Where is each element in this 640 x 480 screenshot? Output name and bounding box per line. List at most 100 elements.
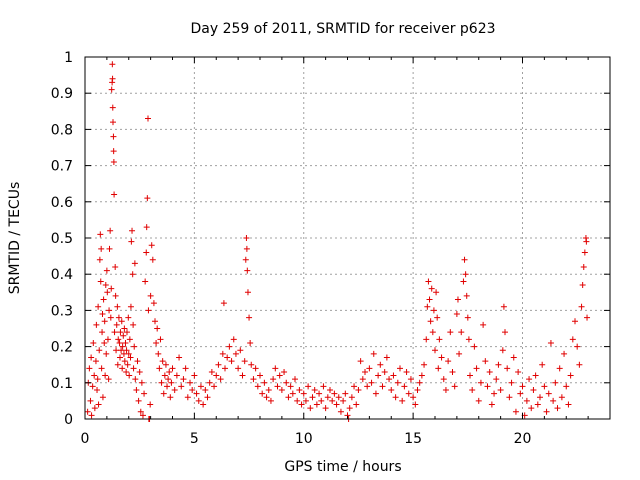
data-point — [561, 350, 568, 357]
data-point — [572, 318, 578, 325]
data-point — [421, 361, 428, 368]
data-point — [113, 347, 120, 354]
data-point — [250, 376, 257, 383]
y-tick-label: 0.4 — [51, 267, 73, 283]
data-point — [99, 311, 106, 318]
data-point — [554, 405, 561, 412]
data-point — [493, 376, 500, 383]
data-point — [244, 267, 251, 274]
data-point — [123, 368, 130, 375]
data-point — [309, 394, 316, 401]
data-point — [112, 292, 119, 299]
data-point — [117, 354, 123, 361]
data-point — [405, 390, 412, 397]
data-point — [467, 372, 473, 379]
data-point — [180, 376, 187, 383]
data-point — [109, 104, 116, 111]
data-point — [580, 263, 587, 270]
data-point — [215, 361, 222, 368]
data-point — [224, 354, 231, 361]
data-point — [368, 379, 375, 386]
data-point — [97, 231, 104, 238]
data-point — [98, 365, 105, 372]
data-point — [139, 412, 146, 419]
data-point — [292, 376, 298, 383]
data-point — [259, 390, 266, 397]
data-point — [377, 361, 384, 368]
data-point — [110, 133, 117, 140]
data-point — [193, 390, 200, 397]
data-point — [274, 383, 281, 390]
data-point — [477, 379, 484, 386]
data-point — [122, 339, 129, 346]
data-point — [125, 314, 132, 321]
data-point — [88, 354, 95, 361]
data-point — [87, 397, 94, 404]
data-point — [160, 390, 167, 397]
data-point — [364, 383, 371, 390]
data-point — [105, 376, 112, 383]
data-point — [126, 372, 133, 379]
data-point — [447, 329, 454, 336]
data-point — [506, 394, 513, 401]
data-point — [166, 368, 173, 375]
y-tick-label: 0 — [64, 412, 73, 428]
data-point — [173, 372, 180, 379]
data-point — [147, 401, 154, 408]
data-point — [101, 339, 108, 346]
data-point — [313, 401, 320, 408]
data-point — [95, 303, 102, 310]
data-point — [96, 256, 103, 263]
data-point — [414, 387, 421, 394]
data-point — [322, 405, 329, 412]
data-point — [407, 376, 414, 383]
data-point — [318, 397, 325, 404]
data-point — [495, 361, 502, 368]
data-point — [162, 361, 169, 368]
data-point — [114, 303, 121, 310]
data-point — [565, 401, 572, 408]
data-point — [469, 387, 476, 394]
data-point — [283, 379, 290, 386]
data-point — [92, 358, 99, 365]
data-point — [430, 307, 437, 314]
data-point — [451, 383, 458, 390]
data-point — [94, 376, 101, 383]
data-point — [543, 408, 550, 415]
data-point — [230, 336, 237, 343]
data-point — [423, 336, 430, 343]
data-point — [111, 329, 118, 336]
data-point — [147, 292, 154, 299]
data-point — [526, 376, 533, 383]
data-point — [111, 191, 118, 198]
data-point — [130, 321, 137, 328]
data-point — [164, 383, 171, 390]
x-tick-label: 10 — [295, 431, 313, 447]
data-point — [114, 361, 121, 368]
data-point — [110, 119, 116, 126]
data-point — [547, 339, 554, 346]
y-tick-label: 0.1 — [51, 376, 73, 392]
y-tick-label: 0.8 — [51, 122, 73, 138]
data-point — [134, 358, 141, 365]
data-point — [89, 383, 96, 390]
data-point — [541, 383, 548, 390]
data-point — [462, 271, 469, 278]
data-point — [125, 350, 132, 357]
data-point — [119, 365, 126, 372]
data-point — [91, 405, 98, 412]
data-point — [512, 408, 519, 415]
data-point — [106, 307, 113, 314]
data-point — [197, 383, 204, 390]
data-point — [244, 289, 251, 296]
data-point — [381, 368, 388, 375]
data-point — [159, 358, 166, 365]
data-point — [112, 263, 119, 270]
data-point — [556, 365, 563, 372]
data-point — [537, 394, 543, 401]
data-point — [241, 358, 248, 365]
data-point — [539, 361, 546, 368]
data-point — [458, 329, 465, 336]
data-point — [296, 387, 303, 394]
data-point — [425, 278, 432, 285]
